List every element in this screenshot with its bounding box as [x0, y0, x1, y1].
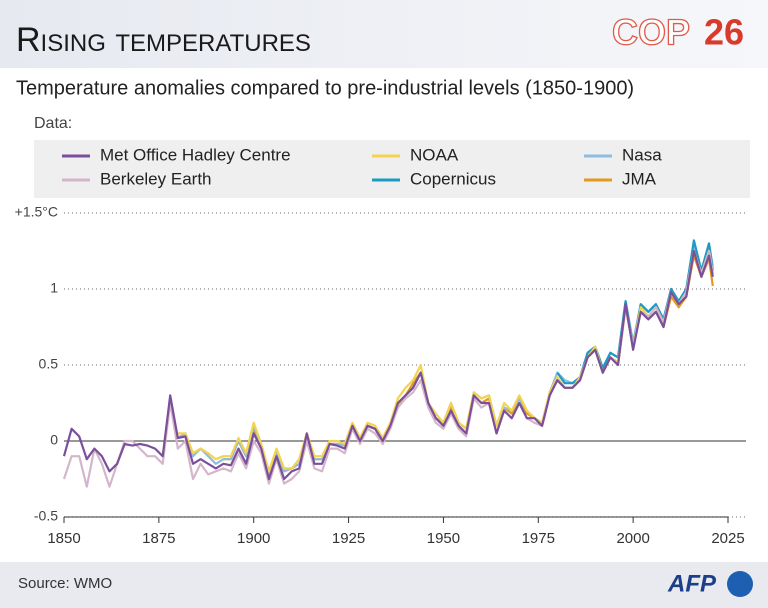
legend-label: Copernicus — [410, 169, 496, 188]
y-tick-label: 0.5 — [39, 356, 59, 372]
x-tick-label: 1900 — [237, 530, 270, 547]
legend-label: NOAA — [410, 145, 459, 164]
y-tick-label: -0.5 — [34, 508, 58, 524]
x-tick-label: 2025 — [711, 530, 744, 547]
legend-label: Nasa — [622, 145, 662, 164]
header-bg — [0, 0, 768, 68]
series-line — [556, 239, 714, 385]
y-tick-label: +1.5°C — [15, 204, 58, 220]
x-tick-label: 1875 — [142, 530, 175, 547]
series-line — [62, 249, 714, 481]
series-line — [223, 254, 714, 473]
x-tick-label: 1850 — [47, 530, 80, 547]
y-tick-label: 0 — [50, 432, 58, 448]
legend-box — [34, 140, 750, 198]
source: Source: WMO — [18, 575, 112, 592]
x-tick-label: 2000 — [616, 530, 649, 547]
series-line — [62, 249, 714, 488]
legend-label: JMA — [622, 169, 657, 188]
subtitle: Temperature anomalies compared to pre-in… — [16, 77, 634, 99]
x-tick-label: 1975 — [522, 530, 555, 547]
y-tick-label: 1 — [50, 280, 58, 296]
logo-cop: COP — [612, 12, 690, 53]
chart-title: Rising temperatures — [16, 21, 311, 59]
credit-dot — [727, 571, 753, 597]
footer-bg — [0, 562, 768, 608]
legend-label: Met Office Hadley Centre — [100, 145, 291, 164]
legend-label: Berkeley Earth — [100, 169, 212, 188]
x-tick-label: 1950 — [427, 530, 460, 547]
logo-num: 26 — [704, 12, 744, 53]
credit: AFP — [667, 570, 717, 597]
x-tick-label: 1925 — [332, 530, 365, 547]
legend-title: Data: — [34, 115, 72, 132]
